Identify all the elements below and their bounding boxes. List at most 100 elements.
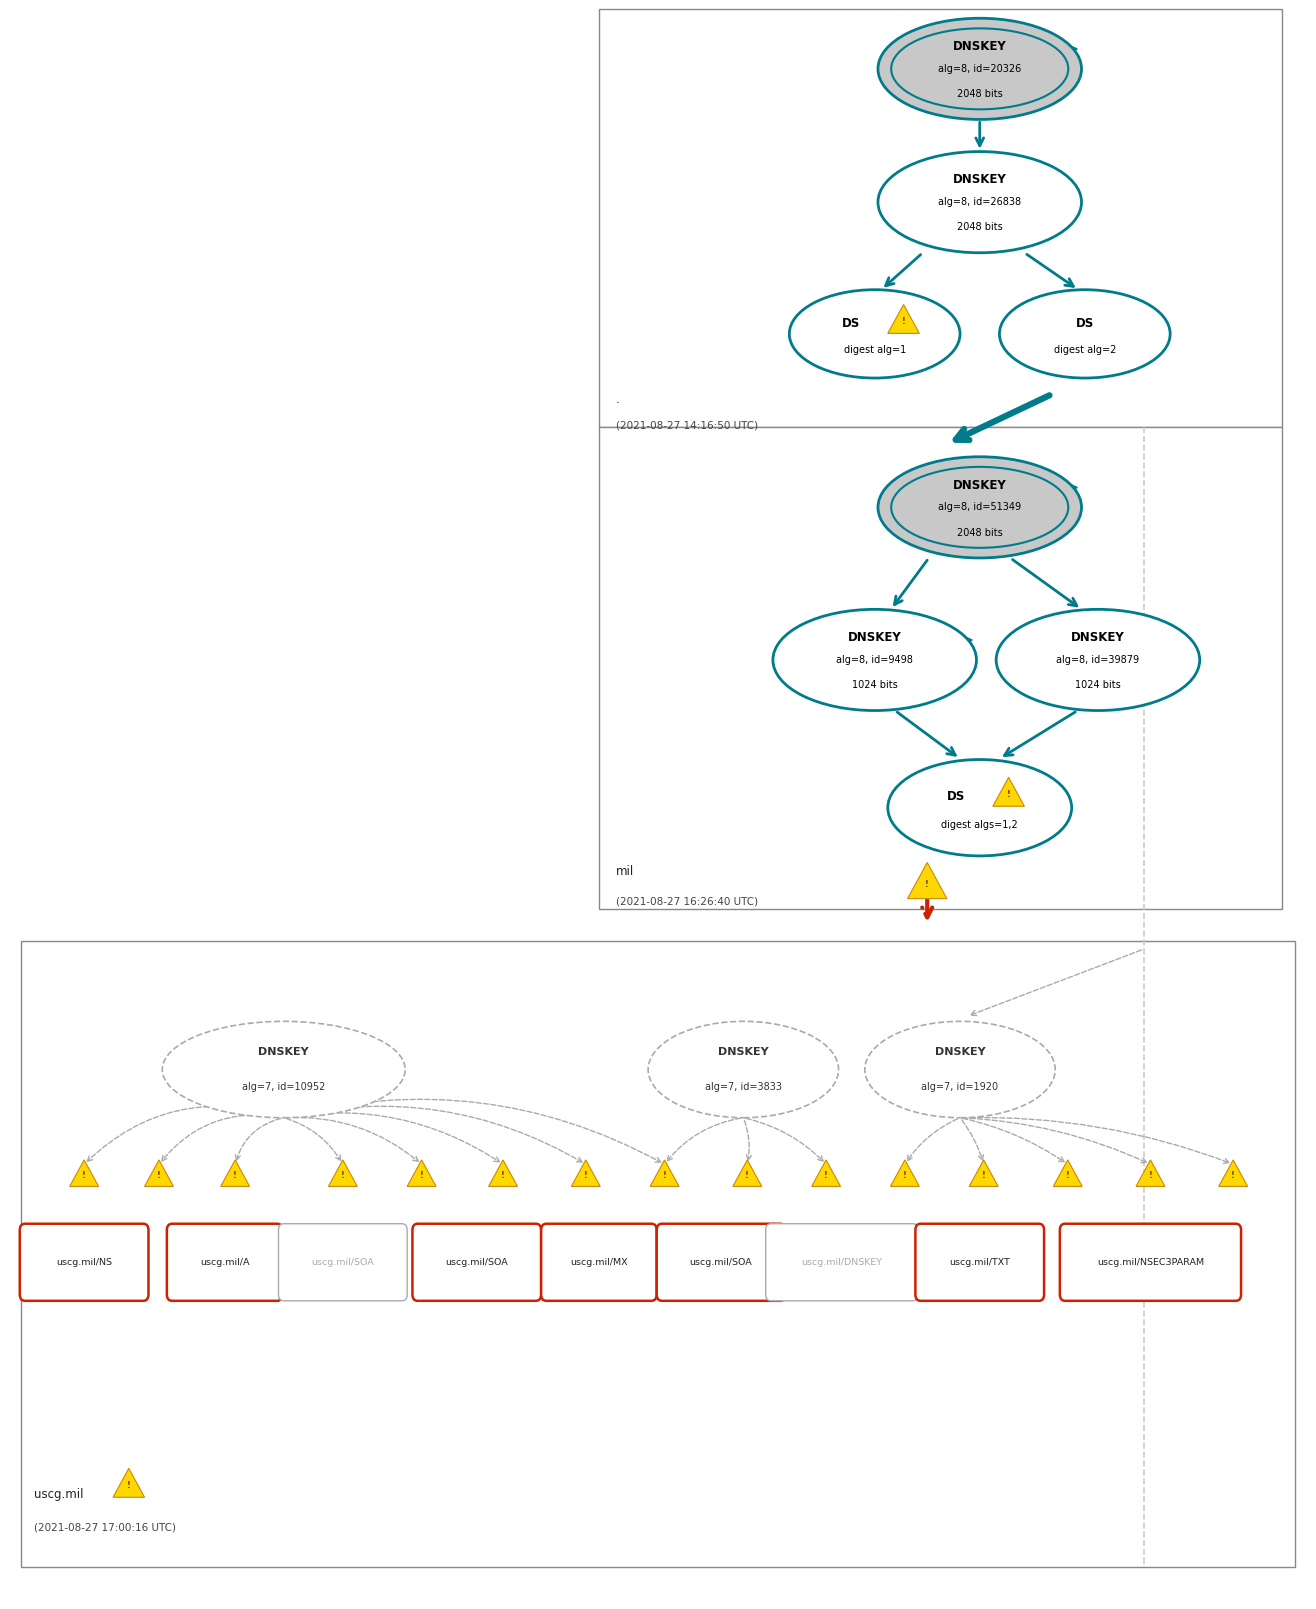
Text: !: ! (233, 1171, 237, 1179)
FancyBboxPatch shape (916, 1224, 1044, 1300)
Text: 1024 bits: 1024 bits (851, 681, 898, 690)
Ellipse shape (790, 290, 961, 378)
Text: !: ! (901, 317, 905, 327)
FancyBboxPatch shape (412, 1224, 541, 1300)
Text: !: ! (663, 1171, 666, 1179)
Polygon shape (733, 1160, 762, 1186)
Text: uscg.mil/A: uscg.mil/A (200, 1258, 250, 1266)
Ellipse shape (865, 1022, 1055, 1118)
Text: !: ! (824, 1171, 828, 1179)
Text: uscg.mil/SOA: uscg.mil/SOA (312, 1258, 374, 1266)
Text: 2048 bits: 2048 bits (957, 528, 1003, 537)
Polygon shape (1136, 1160, 1165, 1186)
Text: !: ! (157, 1171, 161, 1179)
Polygon shape (812, 1160, 841, 1186)
Text: .: . (616, 393, 620, 405)
Polygon shape (70, 1160, 99, 1186)
FancyBboxPatch shape (167, 1224, 283, 1300)
Text: DNSKEY: DNSKEY (848, 631, 901, 644)
Text: alg=8, id=26838: alg=8, id=26838 (938, 198, 1021, 208)
Text: DNSKEY: DNSKEY (953, 174, 1007, 187)
Text: uscg.mil/NSEC3PARAM: uscg.mil/NSEC3PARAM (1098, 1258, 1204, 1266)
Text: !: ! (1232, 1171, 1236, 1179)
Text: !: ! (745, 1171, 749, 1179)
Text: mil: mil (616, 866, 634, 879)
Ellipse shape (878, 151, 1082, 253)
Text: !: ! (903, 1171, 907, 1179)
Polygon shape (992, 777, 1024, 806)
Polygon shape (650, 1160, 679, 1186)
Text: uscg.mil/NS: uscg.mil/NS (57, 1258, 112, 1266)
Text: !: ! (501, 1171, 505, 1179)
Text: 2048 bits: 2048 bits (957, 88, 1003, 100)
Text: DNSKEY: DNSKEY (258, 1047, 309, 1057)
Polygon shape (113, 1469, 145, 1498)
Ellipse shape (878, 457, 1082, 558)
Polygon shape (1053, 1160, 1082, 1186)
Text: uscg.mil/TXT: uscg.mil/TXT (949, 1258, 1011, 1266)
Text: alg=8, id=39879: alg=8, id=39879 (1057, 655, 1140, 665)
Text: alg=7, id=3833: alg=7, id=3833 (705, 1081, 782, 1093)
FancyBboxPatch shape (599, 426, 1282, 909)
Text: !: ! (82, 1171, 86, 1179)
Polygon shape (908, 862, 948, 899)
Text: DNSKEY: DNSKEY (934, 1047, 986, 1057)
Text: alg=7, id=1920: alg=7, id=1920 (921, 1081, 999, 1093)
Ellipse shape (888, 759, 1071, 856)
Polygon shape (407, 1160, 436, 1186)
Polygon shape (571, 1160, 600, 1186)
FancyBboxPatch shape (1059, 1224, 1241, 1300)
Text: uscg.mil/MX: uscg.mil/MX (570, 1258, 628, 1266)
Text: (2021-08-27 16:26:40 UTC): (2021-08-27 16:26:40 UTC) (616, 896, 758, 906)
Text: !: ! (584, 1171, 588, 1179)
FancyBboxPatch shape (21, 941, 1295, 1567)
Polygon shape (329, 1160, 357, 1186)
Polygon shape (221, 1160, 250, 1186)
Ellipse shape (999, 290, 1170, 378)
Text: !: ! (1066, 1171, 1070, 1179)
Text: (2021-08-27 17:00:16 UTC): (2021-08-27 17:00:16 UTC) (34, 1522, 176, 1532)
Ellipse shape (878, 18, 1082, 119)
Text: !: ! (982, 1171, 986, 1179)
Text: digest algs=1,2: digest algs=1,2 (941, 821, 1019, 830)
FancyBboxPatch shape (20, 1224, 149, 1300)
Text: alg=8, id=9498: alg=8, id=9498 (836, 655, 913, 665)
Text: uscg.mil: uscg.mil (34, 1488, 84, 1501)
FancyBboxPatch shape (541, 1224, 657, 1300)
Polygon shape (891, 1160, 920, 1186)
Text: 1024 bits: 1024 bits (1075, 681, 1121, 690)
Ellipse shape (772, 610, 976, 711)
Ellipse shape (649, 1022, 838, 1118)
Text: 2048 bits: 2048 bits (957, 222, 1003, 232)
Text: alg=8, id=51349: alg=8, id=51349 (938, 502, 1021, 512)
FancyBboxPatch shape (766, 1224, 919, 1300)
Polygon shape (488, 1160, 517, 1186)
Ellipse shape (162, 1022, 405, 1118)
FancyBboxPatch shape (279, 1224, 407, 1300)
FancyBboxPatch shape (657, 1224, 786, 1300)
Text: digest alg=1: digest alg=1 (844, 344, 905, 354)
Ellipse shape (996, 610, 1200, 711)
Text: DS: DS (948, 790, 965, 803)
Polygon shape (888, 304, 920, 333)
Text: uscg.mil/SOA: uscg.mil/SOA (690, 1258, 753, 1266)
Text: !: ! (126, 1480, 130, 1490)
Text: digest alg=2: digest alg=2 (1054, 344, 1116, 354)
Text: DNSKEY: DNSKEY (953, 478, 1007, 492)
Text: alg=8, id=20326: alg=8, id=20326 (938, 64, 1021, 74)
Text: alg=7, id=10952: alg=7, id=10952 (242, 1081, 325, 1093)
Polygon shape (969, 1160, 998, 1186)
FancyBboxPatch shape (599, 10, 1282, 426)
Text: !: ! (1149, 1171, 1153, 1179)
Text: uscg.mil/SOA: uscg.mil/SOA (445, 1258, 508, 1266)
Text: DNSKEY: DNSKEY (953, 40, 1007, 53)
Text: !: ! (420, 1171, 424, 1179)
Text: (2021-08-27 14:16:50 UTC): (2021-08-27 14:16:50 UTC) (616, 420, 758, 431)
Polygon shape (1219, 1160, 1248, 1186)
Text: uscg.mil/DNSKEY: uscg.mil/DNSKEY (801, 1258, 882, 1266)
Text: DS: DS (842, 317, 861, 330)
Text: DNSKEY: DNSKEY (1071, 631, 1125, 644)
Text: !: ! (925, 880, 929, 888)
Text: !: ! (1007, 790, 1011, 800)
Text: !: ! (341, 1171, 345, 1179)
